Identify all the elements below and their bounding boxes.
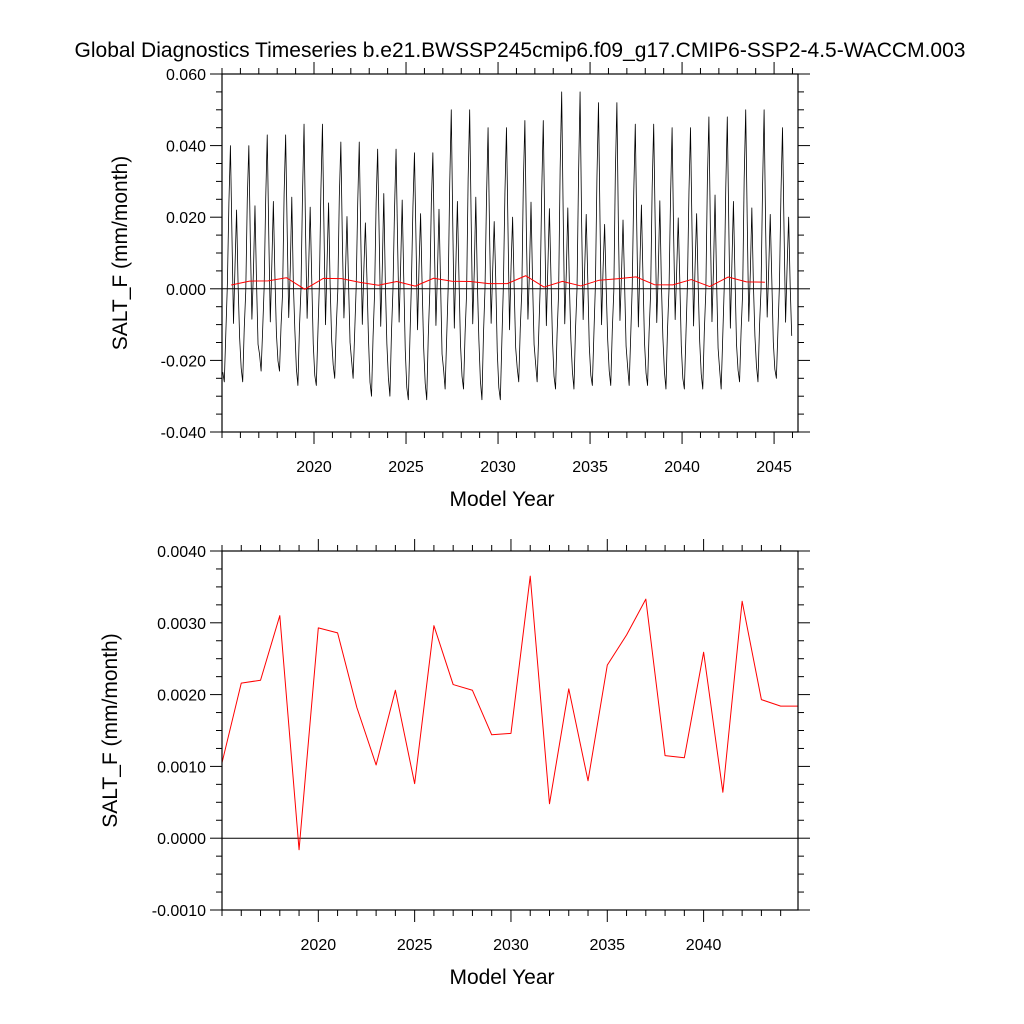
annual-mean-series-line <box>221 575 798 851</box>
x-tick-label: 2040 <box>664 459 700 476</box>
x-tick-label: 2020 <box>301 937 337 954</box>
plot-frame <box>221 73 799 433</box>
x-tick-label: 2030 <box>480 459 516 476</box>
x-tick-label: 2035 <box>572 459 608 476</box>
plot-frame <box>221 550 799 911</box>
x-tick-label: 2035 <box>589 937 625 954</box>
figure-title: Global Diagnostics Timeseries b.e21.BWSS… <box>75 39 966 62</box>
y-tick-label: -0.020 <box>161 353 206 370</box>
y-tick-label: 0.060 <box>166 67 206 84</box>
y-tick-label: -0.0010 <box>152 903 206 920</box>
y-tick-label: 0.040 <box>166 139 206 156</box>
y-tick-label: 0.020 <box>166 210 206 227</box>
y-tick-label: 0.0020 <box>157 688 206 705</box>
x-tick-label: 2030 <box>493 937 529 954</box>
x-axis-title: Model Year <box>449 966 554 989</box>
x-tick-label: 2020 <box>296 459 332 476</box>
y-axis-title: SALT_F (mm/month) <box>99 633 122 827</box>
x-tick-label: 2045 <box>756 459 792 476</box>
y-tick-label: 0.000 <box>166 282 206 299</box>
chart-panel-bottom: 2020 2025 2030 2035 2040 -0.0010 0.0000 0.0010 0… <box>99 539 810 989</box>
y-tick-label: -0.040 <box>161 425 206 442</box>
annual-mean-series-line <box>231 275 765 290</box>
y-tick-label: 0.0040 <box>157 544 206 561</box>
y-tick-label: 0.0000 <box>157 831 206 848</box>
x-tick-label: 2040 <box>686 937 722 954</box>
y-tick-label: 0.0030 <box>157 616 206 633</box>
x-tick-label: 2025 <box>397 937 433 954</box>
y-axis-title: SALT_F (mm/month) <box>109 156 132 350</box>
y-tick-label: 0.0010 <box>157 759 206 776</box>
x-tick-label: 2025 <box>388 459 424 476</box>
x-axis-title: Model Year <box>449 488 554 511</box>
monthly-series-line <box>222 91 793 401</box>
chart-panel-top: 2020 2025 2030 2035 2040 2045 -0.040 -0.020 0.00… <box>109 62 810 511</box>
